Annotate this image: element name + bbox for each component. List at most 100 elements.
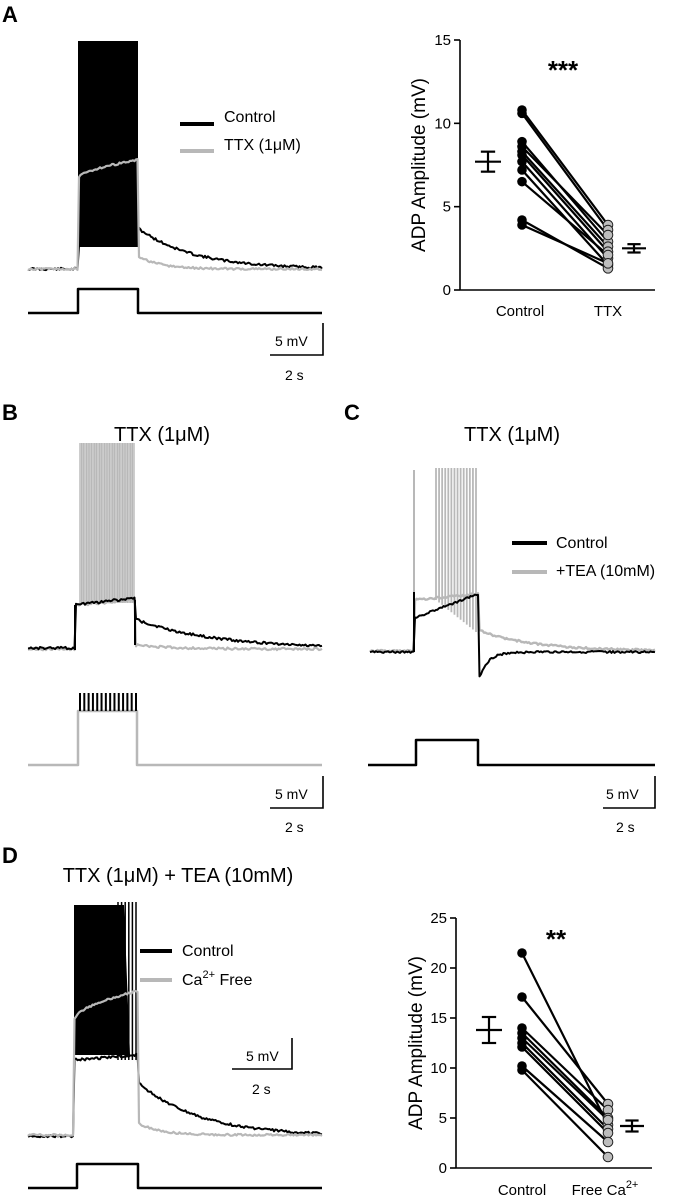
trace-panel-d <box>27 902 323 1190</box>
scale-bar-panel-d: 5 mV 2 s <box>232 1038 293 1097</box>
point-control <box>517 150 527 160</box>
plot-panel-d: ADP Amplitude (mV) Control Free Ca2+ ** … <box>406 910 652 1199</box>
trace-black <box>27 596 323 651</box>
y-tick-label: 10 <box>434 115 451 132</box>
trace-control <box>27 226 323 272</box>
pair-line <box>521 1032 609 1119</box>
y-tick-label: 15 <box>434 32 451 49</box>
plot-marks: 0 5 10 15 <box>434 32 646 299</box>
point-control <box>517 992 527 1002</box>
point-control <box>517 156 527 167</box>
pair-line <box>521 1069 609 1158</box>
plot-marks: 0 5 10 15 20 25 <box>430 910 644 1177</box>
legend-label-control: Control <box>556 535 608 552</box>
point-control <box>517 176 527 187</box>
stimulus-step <box>28 1162 322 1190</box>
scale-bar-time: 2 s <box>285 367 304 383</box>
plot-panel-a: ADP Amplitude (mV) Control TTX *** 0 5 10 1… <box>409 32 655 320</box>
trace-ca-free <box>27 989 323 1138</box>
pair-line <box>521 112 609 231</box>
point-treatment <box>602 1136 614 1148</box>
legend-label-ttx: TTX (1μM) <box>224 137 301 154</box>
scale-bar-voltage: 5 mV <box>275 333 308 349</box>
pair-line <box>521 145 609 236</box>
y-tick-label: 10 <box>430 1060 447 1077</box>
pair-line <box>521 996 609 1105</box>
trace-panel-b <box>27 443 323 767</box>
significance-marker: ** <box>546 924 567 954</box>
y-tick-label: 20 <box>430 960 447 977</box>
pair-line <box>521 1027 609 1111</box>
stimulus-step <box>368 738 655 767</box>
y-tick-label: 15 <box>430 1010 447 1027</box>
pair-line <box>521 1042 609 1130</box>
stimulus-step <box>28 287 322 315</box>
pair-line <box>521 154 609 253</box>
trace-ttx <box>27 158 323 272</box>
point-treatment <box>602 1114 614 1126</box>
scale-bar-lines <box>232 1038 293 1070</box>
trace-control <box>27 1052 323 1139</box>
scale-bar-panel-c: 5 mV 2 s <box>603 776 656 835</box>
y-axis-label: ADP Amplitude (mV) <box>406 956 427 1130</box>
point-treatment <box>602 258 614 269</box>
legend-label-tea: +TEA (10mM) <box>556 563 655 580</box>
stimulus-step <box>28 709 322 767</box>
panel-b-title: TTX (1μM) <box>114 424 210 446</box>
x-tick-label-control: Control <box>496 303 544 320</box>
panel-a-label: A <box>2 2 18 27</box>
pair-line <box>521 109 609 226</box>
trace-tea <box>369 592 656 653</box>
x-tick-label-control: Control <box>498 1182 546 1199</box>
y-tick-label: 0 <box>439 1160 447 1177</box>
legend-panel-d: Control Ca2+ Free <box>140 943 252 989</box>
y-tick-label: 5 <box>439 1110 447 1127</box>
trace-panel-a <box>27 41 323 315</box>
pair-line <box>521 1037 609 1121</box>
scale-bar-time: 2 s <box>285 819 304 835</box>
point-control <box>517 1065 527 1075</box>
scale-bar-lines <box>270 776 324 809</box>
point-control <box>517 165 527 175</box>
trace-gray <box>27 598 323 652</box>
panel-d-title: TTX (1μM) + TEA (10mM) <box>63 865 294 887</box>
spike-burst-control <box>74 905 130 1055</box>
pair-line <box>521 1065 609 1143</box>
pair-line <box>521 223 609 265</box>
legend-label-control: Control <box>224 109 276 126</box>
scale-bar-voltage: 5 mV <box>246 1048 279 1064</box>
scale-bar-lines <box>270 323 324 356</box>
trace-control <box>369 593 656 678</box>
point-control <box>517 1042 527 1052</box>
y-tick-label: 5 <box>443 199 451 216</box>
scale-bar-voltage: 5 mV <box>606 786 639 802</box>
point-control <box>517 108 527 119</box>
legend-label-ca-free: Ca2+ Free <box>182 969 252 989</box>
scale-bar-time: 2 s <box>616 819 635 835</box>
scale-bar-panel-b: 5 mV 2 s <box>270 776 324 835</box>
x-tick-label-free-ca: Free Ca2+ <box>572 1179 639 1199</box>
trace-panel-c <box>368 468 656 767</box>
y-tick-label: 25 <box>430 910 447 927</box>
pair-line <box>521 150 609 248</box>
scale-bar-lines <box>603 776 656 809</box>
pair-line <box>521 180 609 256</box>
x-tick-label-ttx: TTX <box>594 303 622 320</box>
y-axis-label: ADP Amplitude (mV) <box>409 78 430 252</box>
point-treatment <box>602 1127 614 1139</box>
point-treatment <box>602 1151 614 1163</box>
scale-bar-panel-a: 5 mV 2 s <box>270 323 324 383</box>
legend-panel-c: Control +TEA (10mM) <box>512 535 655 580</box>
panel-c-label: C <box>344 400 360 425</box>
legend-panel-a: Control TTX (1μM) <box>180 109 301 154</box>
panel-d-label: D <box>2 843 18 868</box>
legend-label-control: Control <box>182 943 234 960</box>
point-treatment <box>602 229 614 241</box>
scale-bar-time: 2 s <box>252 1081 271 1097</box>
significance-marker: *** <box>548 55 579 85</box>
panel-c-title: TTX (1μM) <box>464 424 560 446</box>
spike-burst-control <box>78 41 138 247</box>
y-tick-label: 0 <box>443 282 451 299</box>
scale-bar-voltage: 5 mV <box>275 786 308 802</box>
